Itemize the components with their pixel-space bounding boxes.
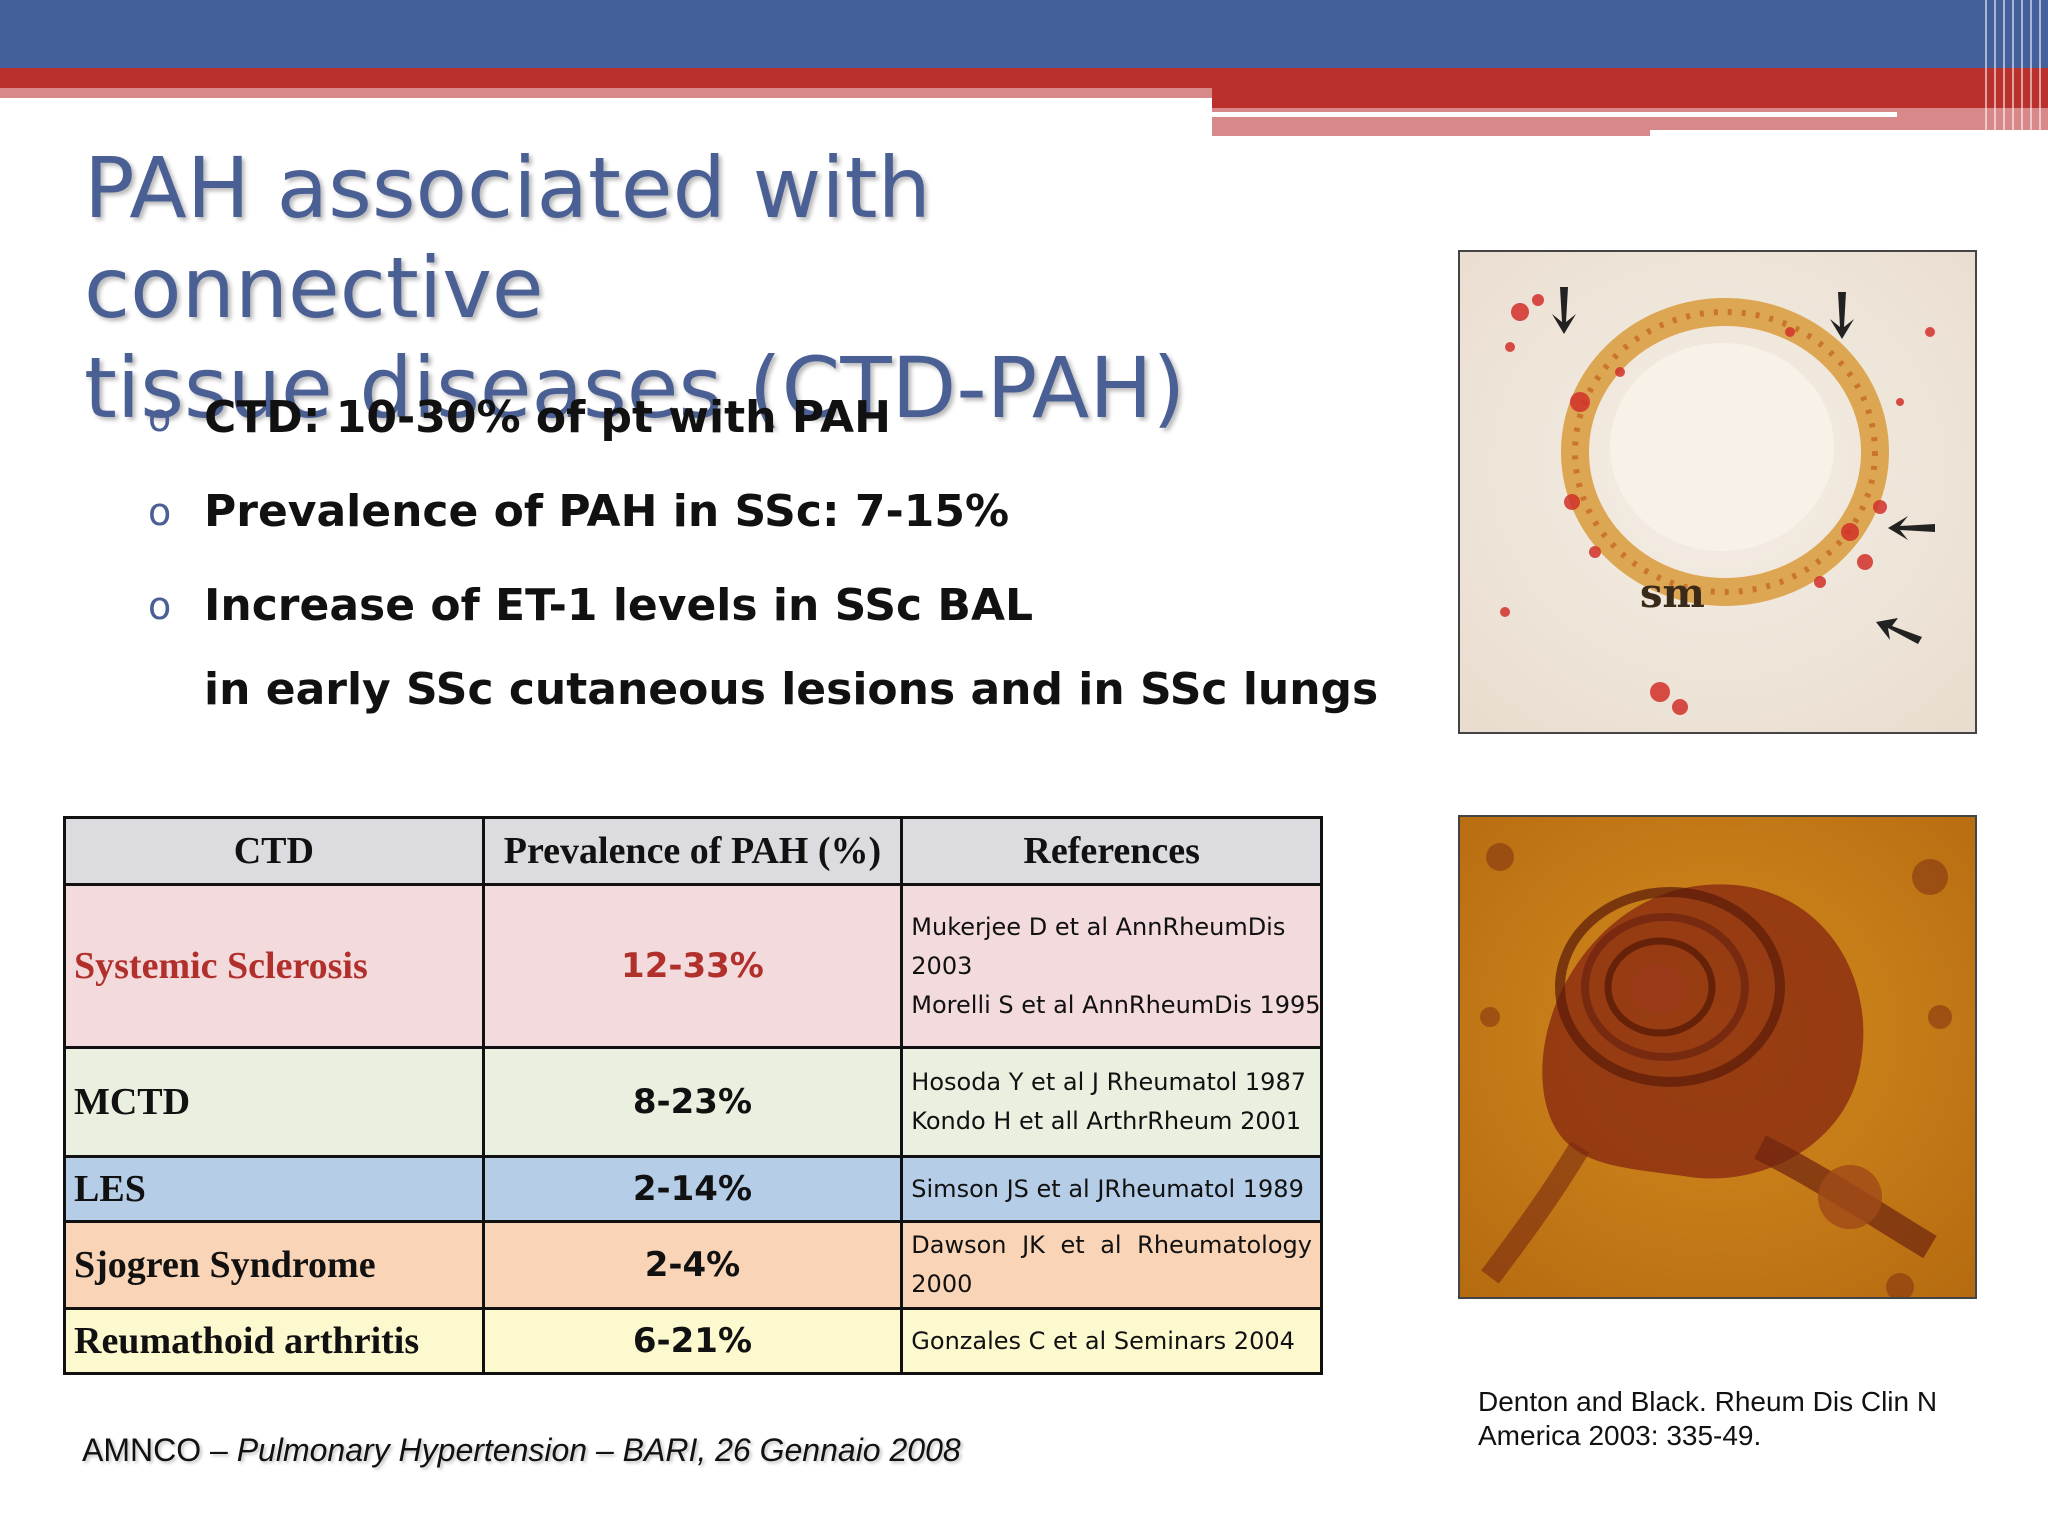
citation-line2: America 2003: 335-49.	[1478, 1420, 1762, 1451]
header-pink-band	[0, 88, 1212, 98]
reference-line: Kondo H et all ArthrRheum 2001	[911, 1107, 1302, 1135]
ctd-prevalence-table: CTD Prevalence of PAH (%) References Sys…	[63, 816, 1323, 1375]
bullet-item: o Prevalence of PAH in SSc: 7-15%	[148, 479, 1009, 545]
bullet-text: Prevalence of PAH in SSc: 7-15%	[204, 486, 1010, 537]
table-row: MCTD 8-23% Hosoda Y et al J Rheumatol 19…	[63, 1046, 1323, 1158]
image-citation: Denton and Black. Rheum Dis Clin N Ameri…	[1478, 1385, 1998, 1453]
cell-references: Hosoda Y et al J Rheumatol 1987 Kondo H …	[900, 1046, 1323, 1158]
reference-line: Mukerjee D et al AnnRheumDis	[911, 912, 1286, 941]
table-header-references: References	[900, 816, 1323, 886]
cell-prevalence: 6-21%	[481, 1307, 904, 1375]
table-header-prevalence: Prevalence of PAH (%)	[481, 816, 904, 886]
table-row: Systemic Sclerosis 12-33% Mukerjee D et …	[63, 883, 1323, 1049]
cell-prevalence: 2-4%	[481, 1220, 904, 1310]
histology-image-top: sm	[1458, 250, 1977, 734]
header-white-line-short	[1650, 130, 2048, 136]
reference-word: Dawson	[911, 1231, 1007, 1259]
cell-prevalence: 12-33%	[481, 883, 904, 1049]
cell-ctd: MCTD	[63, 1046, 485, 1158]
header-red-band-right	[1212, 88, 2048, 108]
bullet-marker: o	[148, 396, 172, 440]
cell-references: Simson JS et al JRheumatol 1989	[900, 1155, 1323, 1223]
reference-line: Morelli S et al AnnRheumDis 1995	[911, 990, 1321, 1019]
reference-word: Rheumatology	[1137, 1231, 1312, 1259]
histology-image-bottom	[1458, 815, 1977, 1299]
slide-title: PAH associated with connective tissue di…	[84, 138, 1384, 438]
vessel-lesion-illustration	[1460, 817, 1975, 1297]
cell-ctd: LES	[63, 1155, 485, 1223]
reference-word: JK	[1022, 1231, 1045, 1259]
reference-line: 2000	[911, 1270, 973, 1298]
cell-references: Dawson JK et al Rheumatology 2000	[900, 1220, 1323, 1310]
bullet-item: o Increase of ET-1 levels in SSc BAL	[148, 573, 1033, 639]
header-white-line	[1212, 112, 1897, 117]
bullet-continuation: in early SSc cutaneous lesions and in SS…	[204, 657, 1378, 723]
bullet-item: o CTD: 10-30% of pt with PAH	[148, 385, 891, 451]
table-row: Reumathoid arthritis 6-21% Gonzales C et…	[63, 1307, 1323, 1375]
cell-references: Gonzales C et al Seminars 2004	[900, 1307, 1323, 1375]
table-row: Sjogren Syndrome 2-4% Dawson JK et al Rh…	[63, 1220, 1323, 1310]
bullet-marker: o	[148, 584, 172, 628]
header-blue-band	[0, 0, 2048, 68]
reference-line: Simson JS et al JRheumatol 1989	[911, 1174, 1304, 1203]
footer-italic: Pulmonary Hypertension – BARI, 26 Gennai…	[236, 1432, 961, 1468]
reference-word: al	[1100, 1231, 1122, 1259]
bullet-text: Increase of ET-1 levels in SSc BAL	[204, 580, 1034, 631]
slide-footer: AMNCO – Pulmonary Hypertension – BARI, 2…	[82, 1432, 961, 1469]
image-label-sm: sm	[1640, 570, 1705, 617]
bullet-marker: o	[148, 490, 172, 534]
reference-word: et	[1060, 1231, 1085, 1259]
table-row: LES 2-14% Simson JS et al JRheumatol 198…	[63, 1155, 1323, 1223]
bullet-text: CTD: 10-30% of pt with PAH	[204, 392, 891, 443]
header-stripes	[1985, 0, 2048, 138]
cell-ctd: Systemic Sclerosis	[63, 883, 485, 1049]
slide-title-line2: tissue diseases (CTD-PAH)	[84, 339, 1186, 437]
cell-ctd: Reumathoid arthritis	[63, 1307, 485, 1375]
cell-ctd: Sjogren Syndrome	[63, 1220, 485, 1310]
vessel-stain-illustration: sm	[1460, 252, 1975, 732]
reference-line-justified: Dawson JK et al Rheumatology	[911, 1226, 1312, 1265]
cell-prevalence: 8-23%	[481, 1046, 904, 1158]
table-header-row: CTD Prevalence of PAH (%) References	[63, 816, 1323, 886]
reference-line: Gonzales C et al Seminars 2004	[911, 1326, 1295, 1355]
slide-title-line1: PAH associated with connective	[84, 139, 931, 337]
reference-line: Hosoda Y et al J Rheumatol 1987	[911, 1068, 1306, 1096]
footer-prefix: AMNCO –	[82, 1432, 237, 1468]
table-header-ctd: CTD	[63, 816, 485, 886]
cell-prevalence: 2-14%	[481, 1155, 904, 1223]
reference-line: 2003	[911, 951, 973, 980]
bullet-text: in early SSc cutaneous lesions and in SS…	[204, 664, 1379, 715]
cell-references: Mukerjee D et al AnnRheumDis 2003 Morell…	[900, 883, 1323, 1049]
header-red-band	[0, 68, 2048, 88]
citation-line1: Denton and Black. Rheum Dis Clin N	[1478, 1386, 1938, 1417]
